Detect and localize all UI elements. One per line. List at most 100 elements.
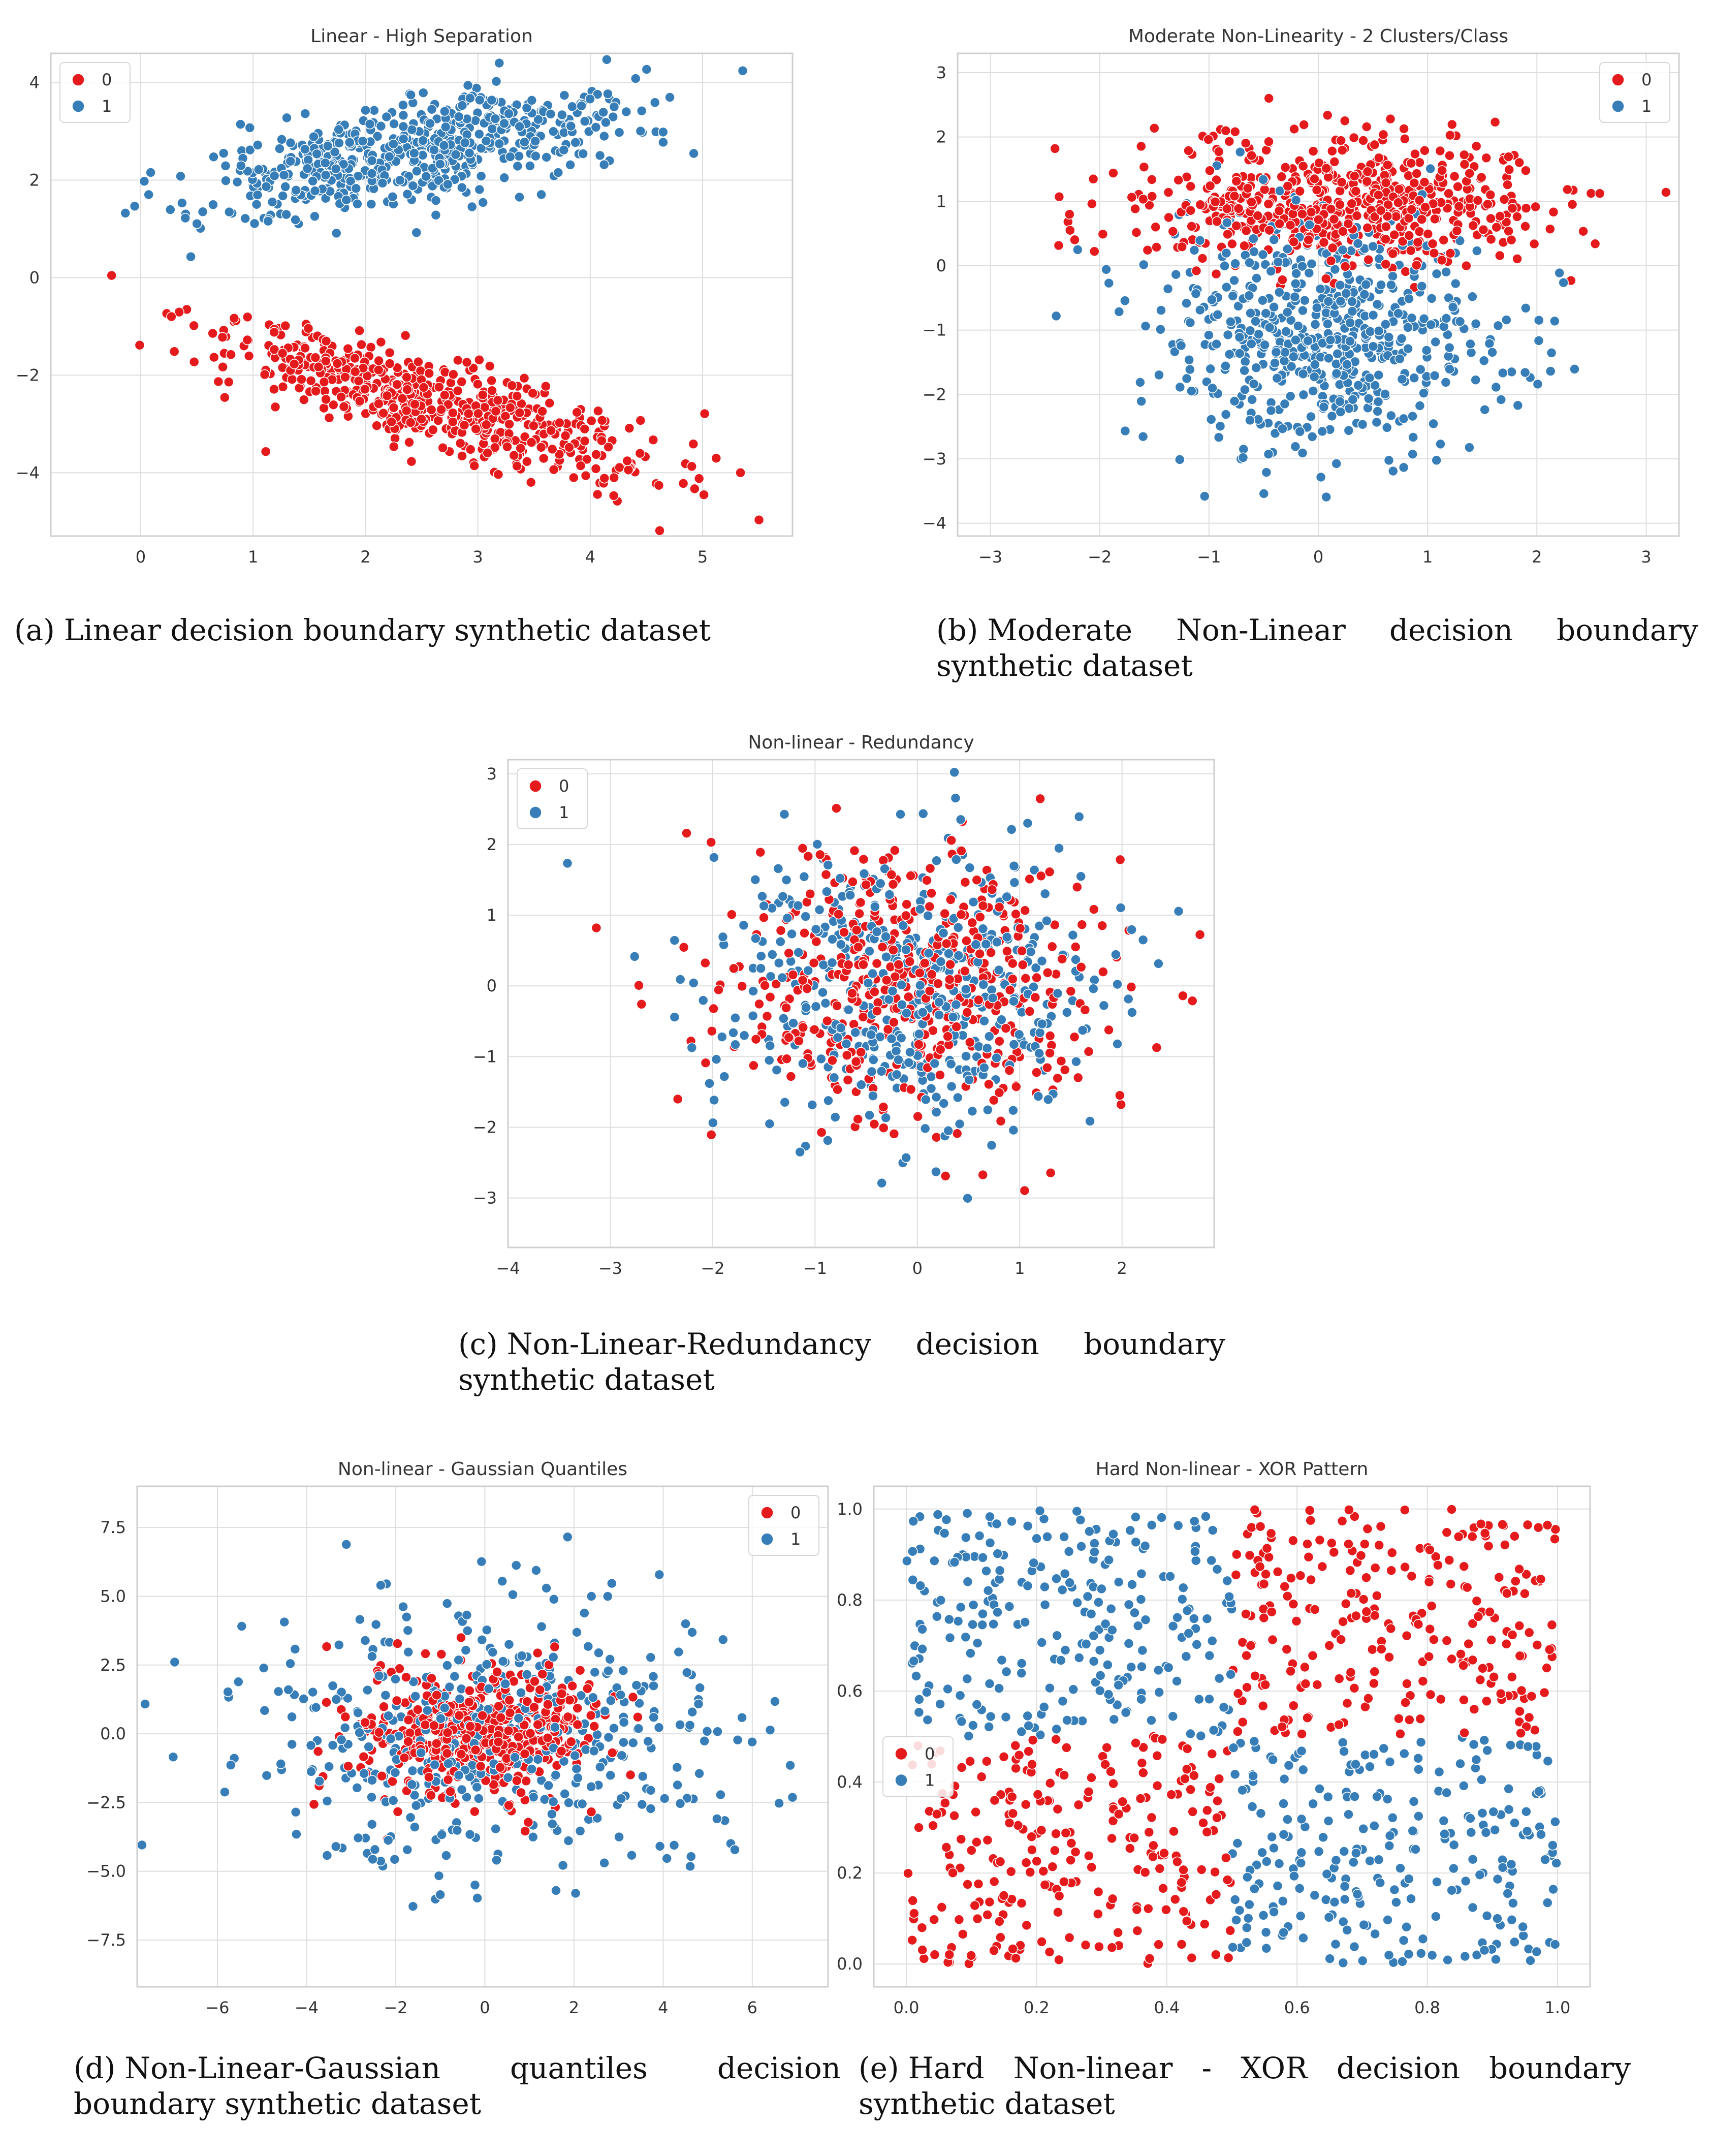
- point-series-1: [249, 218, 260, 229]
- point-series-1: [388, 139, 399, 149]
- point-series-1: [341, 1539, 352, 1550]
- point-series-1: [984, 1031, 995, 1042]
- point-series-0: [1086, 1772, 1097, 1783]
- point-series-1: [1343, 425, 1354, 436]
- point-series-0: [134, 340, 145, 351]
- point-series-1: [236, 1621, 247, 1632]
- point-series-1: [1432, 1877, 1442, 1887]
- point-series-0: [1501, 1639, 1512, 1649]
- point-series-1: [1306, 411, 1316, 422]
- point-series-0: [382, 390, 393, 401]
- point-series-1: [500, 1678, 511, 1690]
- point-series-0: [365, 342, 376, 353]
- point-series-0: [622, 455, 632, 466]
- point-series-0: [624, 423, 635, 433]
- point-series-1: [592, 89, 603, 100]
- point-series-1: [525, 161, 535, 171]
- point-series-1: [457, 182, 467, 193]
- point-series-0: [1328, 1547, 1340, 1558]
- point-series-1: [1229, 1769, 1241, 1780]
- point-series-1: [1491, 382, 1502, 393]
- point-series-1: [970, 939, 981, 950]
- point-series-1: [1067, 930, 1079, 941]
- point-series-1: [1310, 359, 1320, 370]
- point-series-0: [512, 1775, 522, 1786]
- point-series-0: [442, 1774, 454, 1785]
- point-series-0: [544, 398, 555, 409]
- point-series-0: [392, 1638, 403, 1649]
- point-series-1: [481, 136, 492, 146]
- point-series-1: [1323, 353, 1334, 364]
- point-series-0: [1031, 1856, 1042, 1867]
- point-series-1: [302, 163, 313, 174]
- point-series-0: [445, 1786, 456, 1797]
- point-series-0: [808, 957, 819, 968]
- point-series-1: [788, 1018, 799, 1028]
- legend-marker-0: [760, 1506, 774, 1519]
- point-series-1: [545, 109, 556, 119]
- point-series-1: [961, 984, 971, 994]
- point-series-1: [1077, 1025, 1088, 1036]
- x-tick-label: 2: [1532, 547, 1542, 567]
- point-series-1: [287, 1739, 297, 1750]
- point-series-1: [530, 136, 541, 147]
- point-series-1: [322, 1850, 333, 1861]
- point-series-1: [438, 140, 450, 151]
- point-series-0: [378, 1701, 389, 1712]
- point-series-1: [1353, 380, 1364, 391]
- point-series-1: [866, 1029, 877, 1040]
- point-series-1: [541, 152, 552, 163]
- point-series-1: [407, 180, 419, 191]
- point-series-0: [936, 1902, 947, 1913]
- point-series-1: [1245, 308, 1256, 319]
- point-series-1: [436, 1829, 447, 1840]
- point-series-1: [654, 1569, 665, 1580]
- point-series-1: [641, 64, 652, 75]
- point-series-0: [1328, 214, 1340, 225]
- point-series-1: [1140, 1614, 1151, 1625]
- point-series-1: [1503, 1804, 1514, 1815]
- point-series-0: [599, 473, 610, 484]
- point-series-1: [567, 101, 578, 112]
- point-series-1: [576, 101, 587, 111]
- point-series-1: [441, 1598, 453, 1609]
- caption-c-text: Non-Linear-Redundancy decision boundary …: [458, 1327, 1225, 1397]
- point-series-1: [1278, 1927, 1289, 1938]
- point-series-1: [1342, 359, 1352, 370]
- point-series-1: [673, 1646, 684, 1658]
- point-series-0: [492, 1667, 502, 1677]
- point-series-0: [509, 450, 520, 461]
- point-series-1: [1137, 934, 1149, 945]
- point-series-1: [931, 1166, 941, 1177]
- point-series-0: [847, 877, 858, 887]
- point-series-1: [1308, 1798, 1318, 1809]
- point-series-1: [711, 1054, 722, 1065]
- point-series-1: [879, 863, 890, 874]
- point-series-1: [822, 860, 834, 870]
- point-series-0: [448, 369, 459, 380]
- point-series-0: [1227, 238, 1238, 249]
- point-series-1: [922, 1714, 933, 1725]
- point-series-1: [988, 1618, 999, 1630]
- point-series-1: [1016, 1726, 1027, 1737]
- point-series-1: [367, 1651, 377, 1662]
- point-series-1: [1190, 288, 1201, 299]
- point-series-1: [336, 1734, 347, 1745]
- point-series-0: [1083, 1046, 1094, 1057]
- point-series-0: [1053, 1907, 1063, 1918]
- point-series-1: [1279, 356, 1290, 366]
- point-series-1: [1450, 278, 1461, 289]
- point-series-0: [1263, 93, 1274, 104]
- caption-b-label: (b): [936, 613, 978, 647]
- point-series-1: [807, 1100, 818, 1110]
- point-series-1: [439, 1703, 450, 1713]
- point-series-1: [1211, 160, 1222, 171]
- point-series-0: [389, 441, 399, 452]
- point-series-0: [1420, 202, 1431, 213]
- point-series-0: [1097, 920, 1107, 931]
- point-series-1: [1325, 334, 1336, 346]
- point-series-0: [1194, 929, 1206, 940]
- point-series-0: [1163, 212, 1174, 223]
- point-series-0: [549, 1641, 560, 1652]
- point-series-0: [489, 442, 500, 453]
